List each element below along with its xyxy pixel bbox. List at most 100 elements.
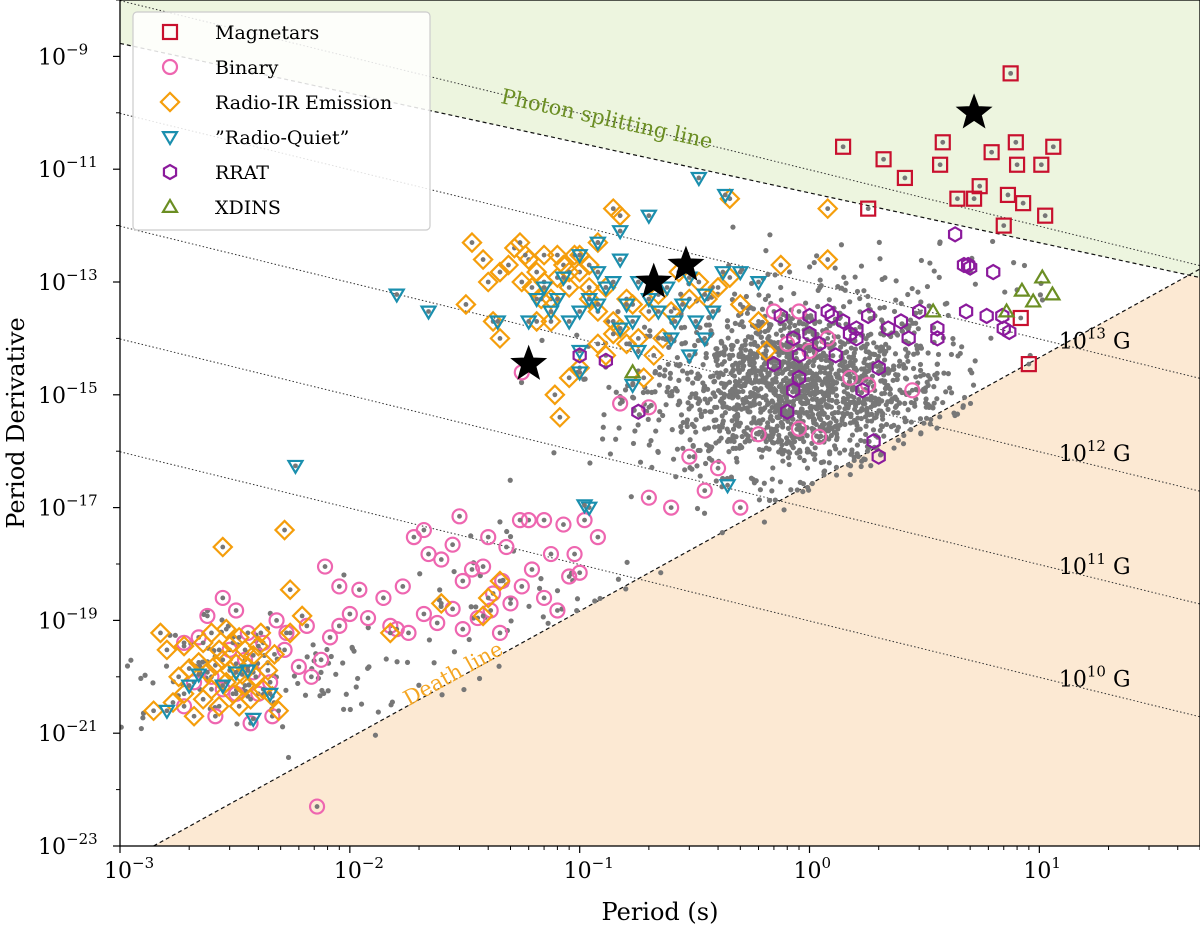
- pulsar-dot: [826, 460, 832, 466]
- pulsar-dot: [714, 346, 720, 352]
- pulsar-dot: [255, 643, 261, 649]
- radio-ir-emission-marker: [149, 622, 172, 644]
- pulsar-dot: [827, 323, 833, 329]
- pulsar-dot: [732, 320, 738, 326]
- pulsar-dot: [883, 421, 890, 428]
- pulsar-dot: [485, 279, 491, 285]
- pulsar-dot: [504, 544, 509, 550]
- radio-ir-emission-marker: [540, 288, 562, 310]
- pulsar-dot: [665, 361, 671, 367]
- pulsar-dot: [841, 274, 847, 280]
- pulsar-dot: [731, 406, 737, 412]
- pulsar-dot: [1011, 260, 1017, 266]
- pulsar-dot: [674, 354, 680, 361]
- rrat-marker: [866, 432, 881, 450]
- pulsar-dot: [840, 340, 846, 346]
- pulsar-dot: [800, 481, 807, 487]
- pulsar-dot: [507, 534, 514, 540]
- pulsar-dot: [461, 686, 467, 693]
- radio-quiet-marker: [588, 236, 607, 252]
- pulsar-dot: [761, 480, 767, 486]
- pulsar-dot: [756, 418, 762, 424]
- pulsar-dot: [857, 324, 863, 330]
- pulsar-dot: [821, 421, 828, 427]
- pulsar-dot: [876, 408, 882, 414]
- pulsar-dot: [353, 684, 359, 690]
- pulsar-dot: [646, 296, 652, 302]
- pulsar-dot: [291, 673, 297, 679]
- pulsar-dot: [833, 371, 839, 377]
- pulsar-dot: [557, 414, 563, 420]
- rrat-marker: [572, 347, 587, 364]
- pulsar-dot: [242, 647, 248, 653]
- pulsar-dot: [665, 384, 671, 390]
- pulsar-dot: [762, 328, 768, 335]
- pulsar-dot: [450, 542, 456, 548]
- pulsar-dot: [756, 497, 762, 503]
- radio-ir-emission-marker: [472, 605, 494, 627]
- radio-quiet-marker: [527, 292, 546, 309]
- pulsar-dot: [791, 290, 797, 297]
- pulsar-dot: [636, 412, 642, 418]
- pulsar-dot: [693, 429, 699, 435]
- pulsar-dot: [807, 405, 813, 411]
- rrat-marker: [598, 352, 614, 370]
- legend-marker: [161, 23, 179, 41]
- field-line-10: [120, 451, 1200, 718]
- pulsar-dot: [812, 445, 818, 451]
- pulsar-dot: [849, 399, 855, 405]
- pulsar-dot: [599, 436, 606, 442]
- pulsar-dot: [630, 394, 636, 400]
- pulsar-dot: [881, 304, 887, 311]
- pulsar-dot: [967, 400, 974, 407]
- binary-marker: [589, 528, 606, 546]
- pulsar-dot: [753, 330, 759, 336]
- pulsar-dot: [282, 527, 287, 533]
- pulsar-dot: [866, 355, 873, 361]
- pulsar-dot: [817, 319, 823, 325]
- radio-quiet-marker: [639, 209, 658, 225]
- xdins-marker: [924, 302, 943, 318]
- pulsar-dot: [765, 271, 771, 277]
- pulsar-dot: [893, 297, 899, 303]
- binary-marker: [480, 528, 497, 546]
- binary-marker: [351, 581, 368, 598]
- pulsar-dot: [561, 275, 566, 280]
- pulsar-dot: [426, 551, 431, 557]
- binary-marker: [331, 578, 348, 595]
- rrat-marker: [1002, 323, 1017, 341]
- rrat-marker: [861, 307, 876, 325]
- pulsar-dot: [736, 423, 742, 429]
- pulsar-dot: [871, 340, 877, 346]
- pulsar-dot: [258, 630, 264, 636]
- rrat-marker: [960, 256, 976, 274]
- pulsar-dot: [737, 302, 743, 307]
- binary-marker: [696, 482, 713, 499]
- radio-quiet-marker: [718, 479, 737, 495]
- pulsar-dot: [622, 387, 629, 393]
- pulsar-dot: [917, 309, 923, 315]
- pulsar-dot: [693, 417, 699, 423]
- magnetars-marker: [995, 217, 1012, 234]
- pulsar-dot: [358, 701, 365, 707]
- pulsar-dot: [495, 319, 501, 324]
- pulsar-dot: [721, 384, 727, 390]
- radio-ir-emission-marker: [544, 384, 566, 406]
- rrat-marker: [912, 303, 927, 320]
- pulsar-dot: [863, 431, 869, 438]
- pulsar-dot: [804, 465, 811, 471]
- pulsar-dot: [780, 451, 786, 457]
- pulsar-dot: [647, 328, 653, 334]
- pulsar-dot: [719, 396, 725, 402]
- field-line-11: [120, 338, 1200, 605]
- xdins-marker: [1033, 268, 1052, 284]
- pulsar-dot: [613, 436, 619, 442]
- radio-quiet-marker: [689, 171, 708, 188]
- pulsar-dot: [838, 344, 844, 350]
- binary-marker: [810, 428, 828, 445]
- pulsar-dot: [719, 340, 725, 346]
- pulsar-dot: [186, 666, 192, 671]
- pulsar-dot: [865, 293, 871, 300]
- pulsar-dot: [898, 300, 904, 307]
- pulsar-dot: [704, 442, 710, 448]
